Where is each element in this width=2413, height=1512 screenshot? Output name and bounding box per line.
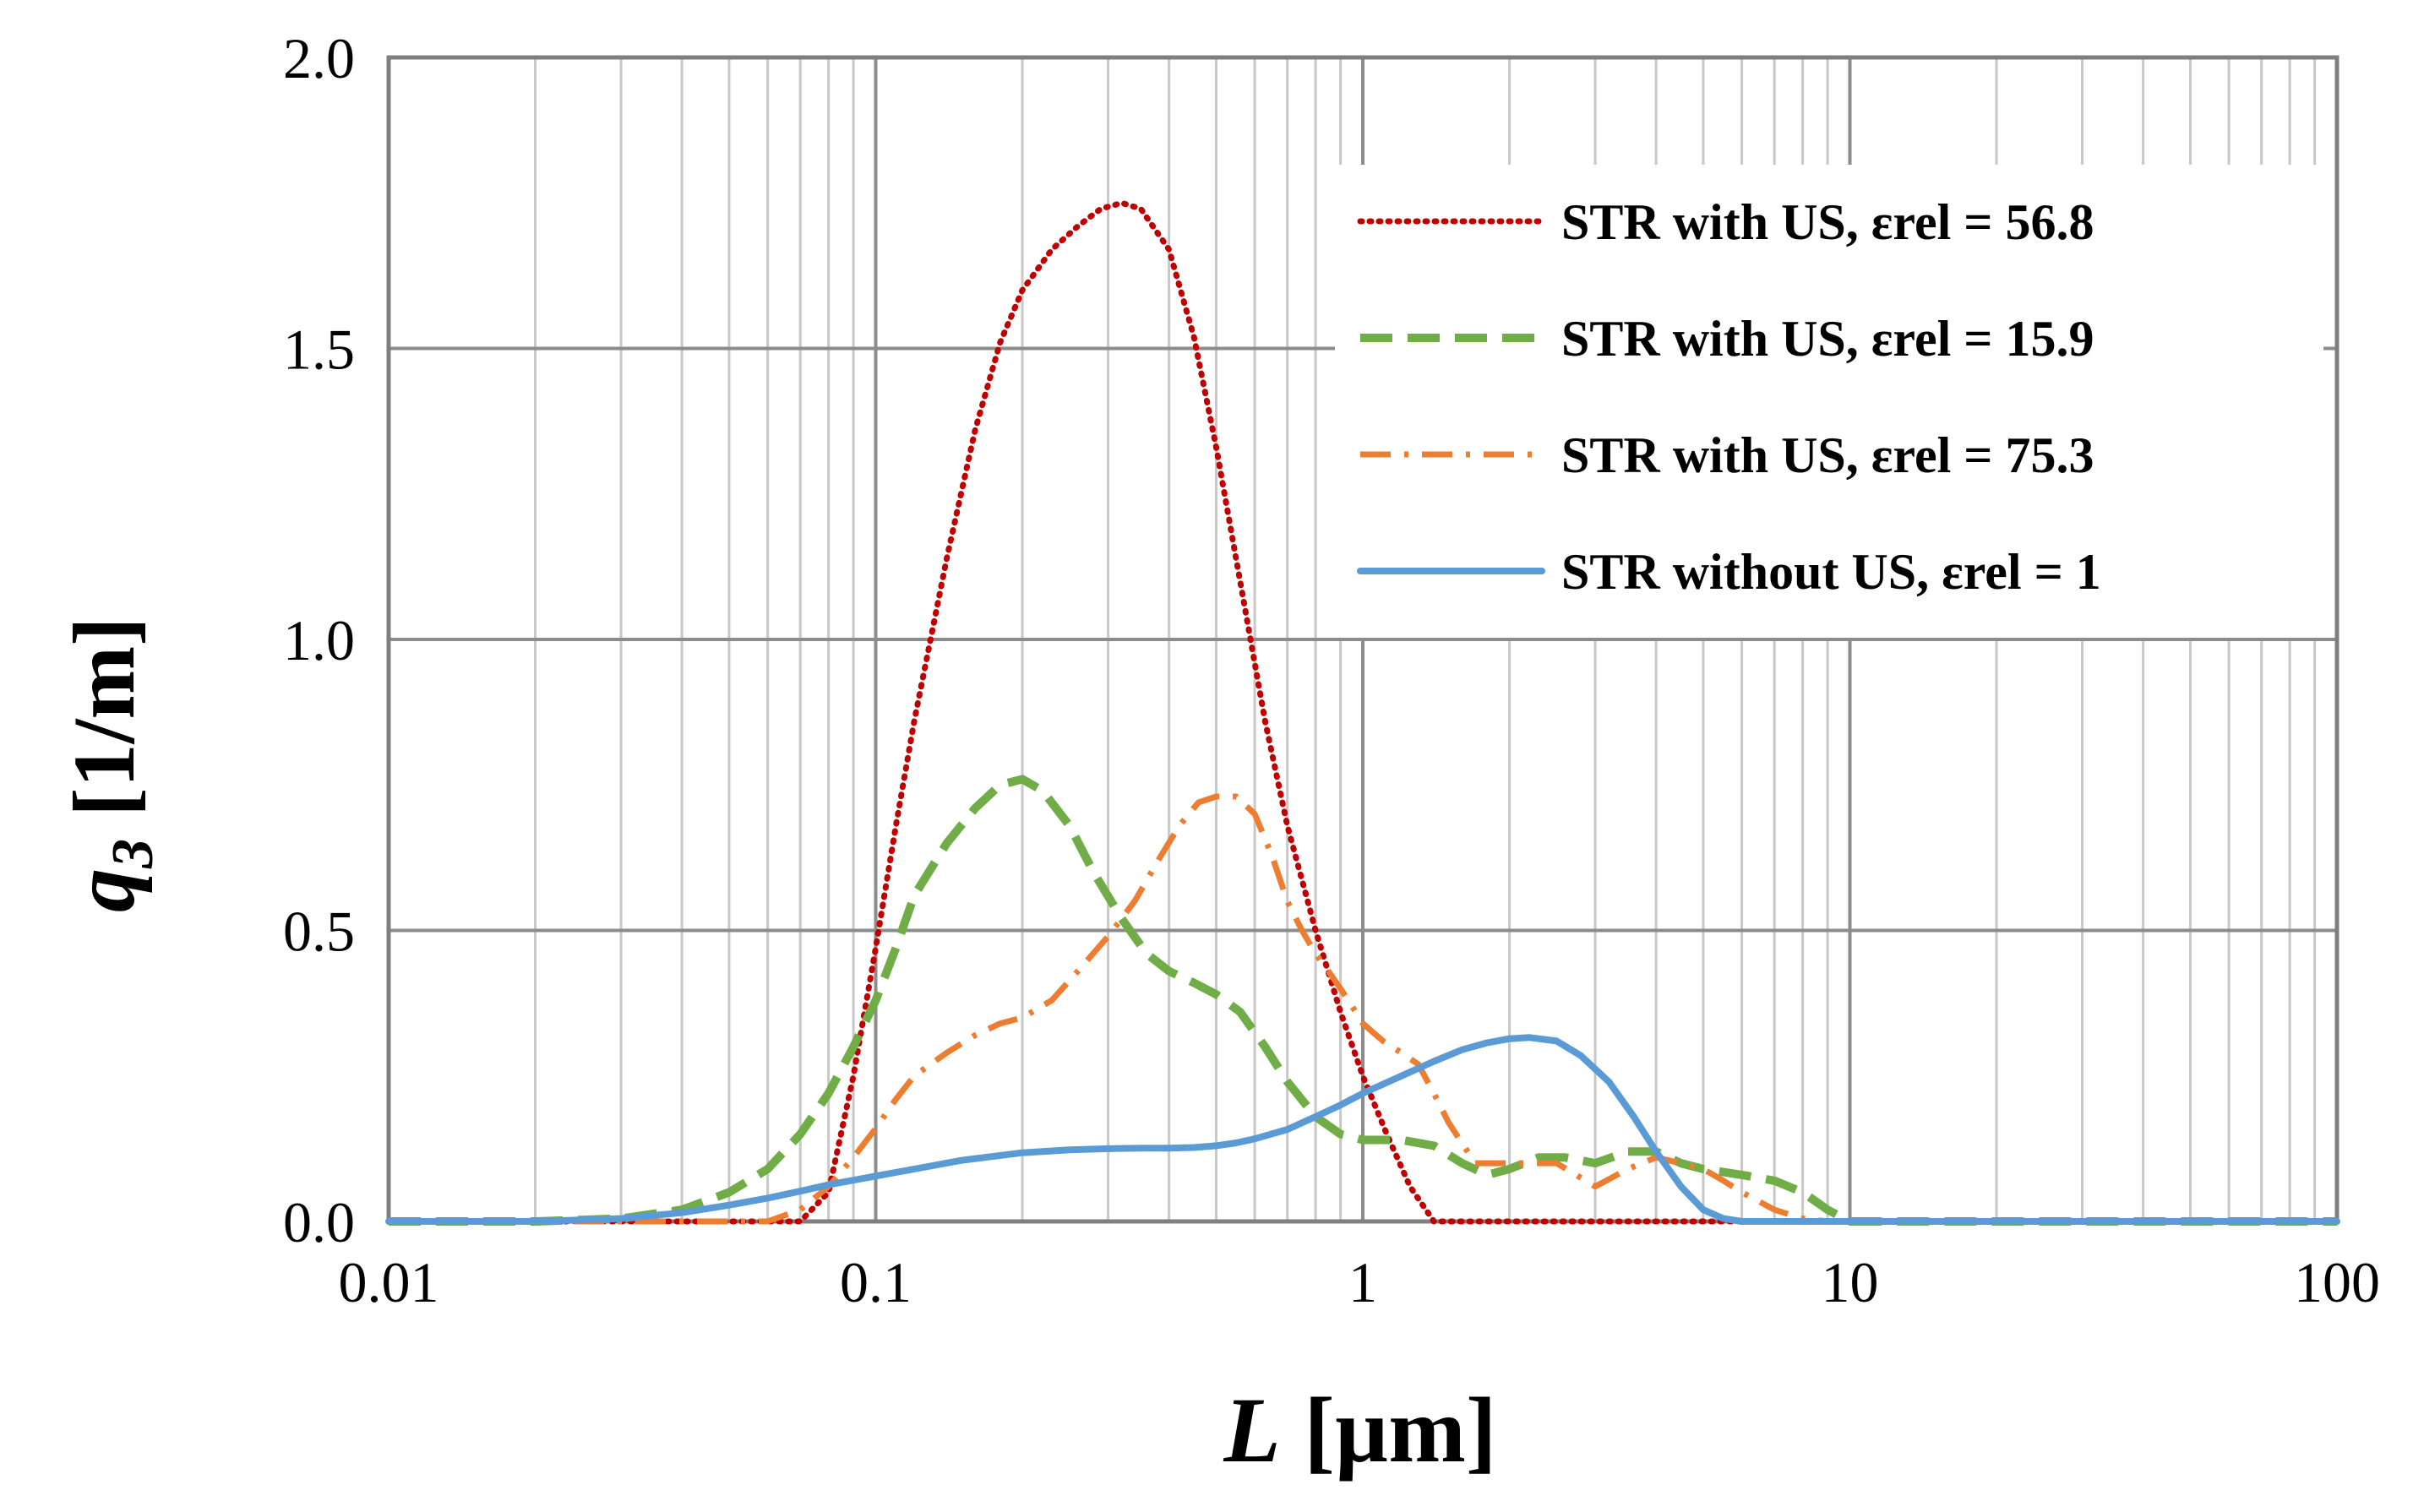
- legend-label-2: STR with US, εrel = 15.9: [1561, 311, 2094, 367]
- y-axis-label: q3 [1/m]: [56, 617, 166, 912]
- x-tick-label: 10: [1822, 1250, 1879, 1314]
- legend-label-1: STR with US, εrel = 56.8: [1561, 194, 2094, 250]
- series-line-1: [385, 199, 2340, 1225]
- legend-background: [1335, 165, 2323, 638]
- x-axis-label: L [µm]: [1223, 1379, 1497, 1482]
- x-tick-label: 0.1: [840, 1250, 912, 1314]
- x-tick-label: 1: [1348, 1250, 1377, 1314]
- series-layer: [385, 199, 2340, 1226]
- series-line-4: [385, 1034, 2340, 1225]
- y-tick-label: 0.5: [283, 900, 355, 964]
- legend-label-4: STR without US, εrel = 1: [1561, 544, 2101, 600]
- y-axis-unit: [1/m]: [56, 617, 153, 817]
- series-line-3: [389, 793, 2337, 1225]
- legend-label-3: STR with US, εrel = 75.3: [1561, 427, 2094, 483]
- legend: STR with US, εrel = 56.8 STR with US, εre…: [1335, 165, 2323, 638]
- x-tick-label: 0.01: [339, 1250, 439, 1314]
- y-tick-label: 2.0: [283, 26, 355, 90]
- plot-frame: [386, 55, 2339, 1224]
- x-axis-symbol: L: [1223, 1379, 1281, 1482]
- x-axis-unit: [µm]: [1304, 1379, 1496, 1482]
- x-tick-label: 100: [2294, 1250, 2380, 1314]
- y-tick-label: 0.0: [283, 1190, 355, 1254]
- y-axis-symbol: q: [56, 868, 153, 912]
- y-tick-labels: 0.0 0.5 1.0 1.5 2.0: [283, 26, 355, 1254]
- y-axis-subscript: 3: [101, 839, 166, 869]
- series-line-2: [389, 775, 2337, 1226]
- y-tick-label: 1.0: [283, 608, 355, 672]
- y-tick-label: 1.5: [283, 318, 355, 382]
- x-tick-labels: 0.01 0.1 1 10 100: [339, 1250, 2381, 1314]
